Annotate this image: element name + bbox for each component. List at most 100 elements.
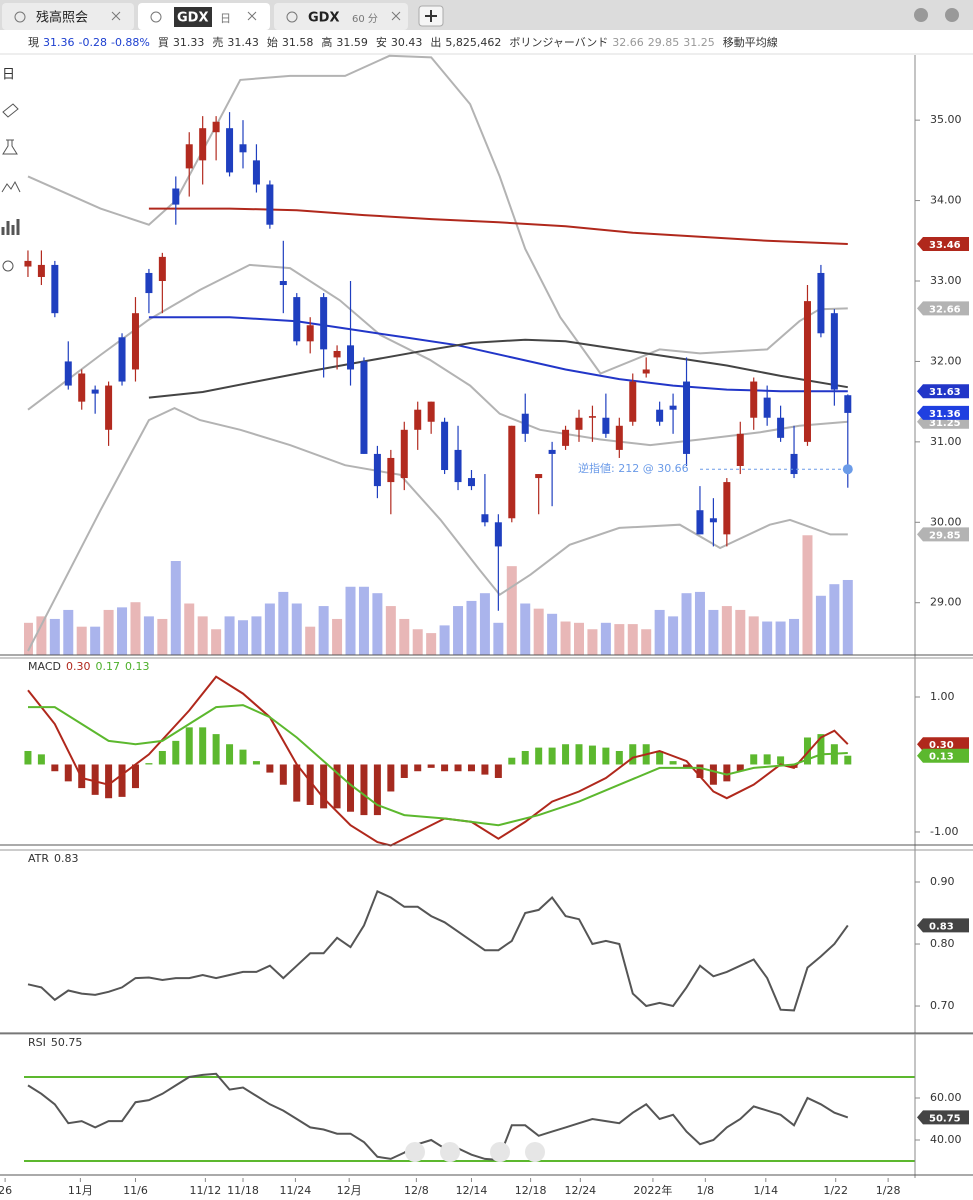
y-tick-label: 32.00 <box>930 354 962 367</box>
x-tick-label: 12/8 <box>404 1184 429 1197</box>
y-tick-label: 1.00 <box>930 690 955 703</box>
candle-body <box>494 522 502 547</box>
volume-bar <box>237 620 248 655</box>
add-tab[interactable] <box>418 5 444 27</box>
volume-bar <box>775 621 786 655</box>
line <box>148 207 848 245</box>
zoom-in[interactable] <box>440 1142 460 1162</box>
candle-body <box>830 313 838 390</box>
histogram-bar <box>131 764 139 789</box>
price-tag <box>917 748 969 763</box>
candle-body <box>562 429 570 446</box>
volume-bar <box>36 616 47 655</box>
price-tag <box>917 237 969 252</box>
tab[interactable]: GDX 日 <box>138 3 270 30</box>
candle-body <box>750 381 758 418</box>
histogram-bar <box>347 764 355 812</box>
histogram-bar <box>373 764 381 816</box>
x-tick-label: 1/14 <box>753 1184 778 1197</box>
histogram-bar <box>212 734 220 765</box>
symbol-box <box>174 7 212 27</box>
zoom-controls <box>405 1142 545 1162</box>
histogram-bar <box>709 764 717 785</box>
histogram-bar <box>615 750 623 765</box>
histogram-bar <box>777 756 785 765</box>
candle-body <box>656 409 664 422</box>
draw-icon[interactable] <box>2 103 19 118</box>
tab[interactable]: GDX 60 分 <box>274 3 408 30</box>
candle-body <box>615 425 623 450</box>
candle-body <box>199 128 207 161</box>
histogram-bar <box>414 764 422 772</box>
price-tag <box>917 405 969 420</box>
scroll-left[interactable] <box>490 1142 510 1162</box>
refresh-icon[interactable] <box>2 260 14 272</box>
link-icon <box>150 11 162 23</box>
y-tick-label: 34.00 <box>930 194 962 207</box>
candle-body <box>723 482 731 535</box>
histogram-bar <box>508 757 516 765</box>
scroll-right[interactable] <box>525 1142 545 1162</box>
histogram-bar <box>226 744 234 765</box>
close-icon[interactable] <box>247 11 257 21</box>
tab[interactable]: 残高照会 <box>2 3 134 30</box>
histogram-bar <box>293 764 301 802</box>
volume-bar <box>372 593 383 655</box>
toolbar-period[interactable]: 日 <box>2 68 15 83</box>
close-icon[interactable] <box>391 11 401 21</box>
volume-bar <box>829 584 840 655</box>
price-tag-label: 0.30 <box>929 740 954 751</box>
settings-icon[interactable] <box>914 8 928 22</box>
quote-label: ボリンジャーバンド <box>509 36 608 49</box>
histogram-bar <box>320 764 328 809</box>
histogram-bar <box>575 744 583 765</box>
x-tick-label: 12月 <box>337 1184 362 1197</box>
histogram-bar <box>656 750 664 765</box>
candle-body <box>226 128 234 173</box>
price-tag-label: 0.83 <box>929 921 954 932</box>
candle-body <box>373 453 381 487</box>
volume-bar <box>358 586 369 655</box>
tab-title: GDX <box>308 11 339 26</box>
legend-value: 0.83 <box>54 852 79 865</box>
volume-bar <box>224 616 235 655</box>
candle-body <box>508 425 516 519</box>
quote-value: 31.36 <box>43 36 75 49</box>
candle-body <box>817 272 825 334</box>
candle-body <box>548 449 556 454</box>
quote-label: 高 <box>321 35 332 49</box>
candle-body <box>78 373 86 402</box>
histogram-bar <box>239 749 247 765</box>
y-tick-label: 29.00 <box>930 596 962 609</box>
histogram-bar <box>252 761 260 765</box>
bars-icon[interactable] <box>1 219 20 235</box>
price-tag-label: 32.66 <box>929 304 961 315</box>
flask-icon[interactable] <box>2 139 18 155</box>
candle-body <box>790 453 798 475</box>
volume-bar <box>211 629 222 655</box>
volume-bar <box>842 579 853 655</box>
candle-body <box>320 297 328 350</box>
volume-bar <box>708 609 719 655</box>
candle-body <box>777 417 785 438</box>
volume-bar <box>170 561 181 655</box>
tab-sub: 日 <box>220 12 231 25</box>
candle-body <box>252 160 260 185</box>
y-tick-label: -1.00 <box>930 825 958 838</box>
candle-body <box>212 121 220 133</box>
volume-bar <box>533 608 544 655</box>
zoom-out[interactable] <box>405 1142 425 1162</box>
volume-bar <box>143 616 154 655</box>
settings-icon[interactable] <box>945 8 959 22</box>
x-tick-label: 11月 <box>68 1184 93 1197</box>
candle-body <box>575 417 583 430</box>
indicator-icon[interactable] <box>1 180 21 193</box>
close-icon[interactable] <box>111 11 121 21</box>
quote-value: 31.59 <box>336 36 368 49</box>
histogram-bar <box>441 764 449 772</box>
histogram-bar <box>629 744 637 765</box>
histogram-bar <box>683 764 691 768</box>
candle-body <box>172 188 180 205</box>
histogram-bar <box>91 764 99 795</box>
tab-title: 残高照会 <box>36 10 88 26</box>
